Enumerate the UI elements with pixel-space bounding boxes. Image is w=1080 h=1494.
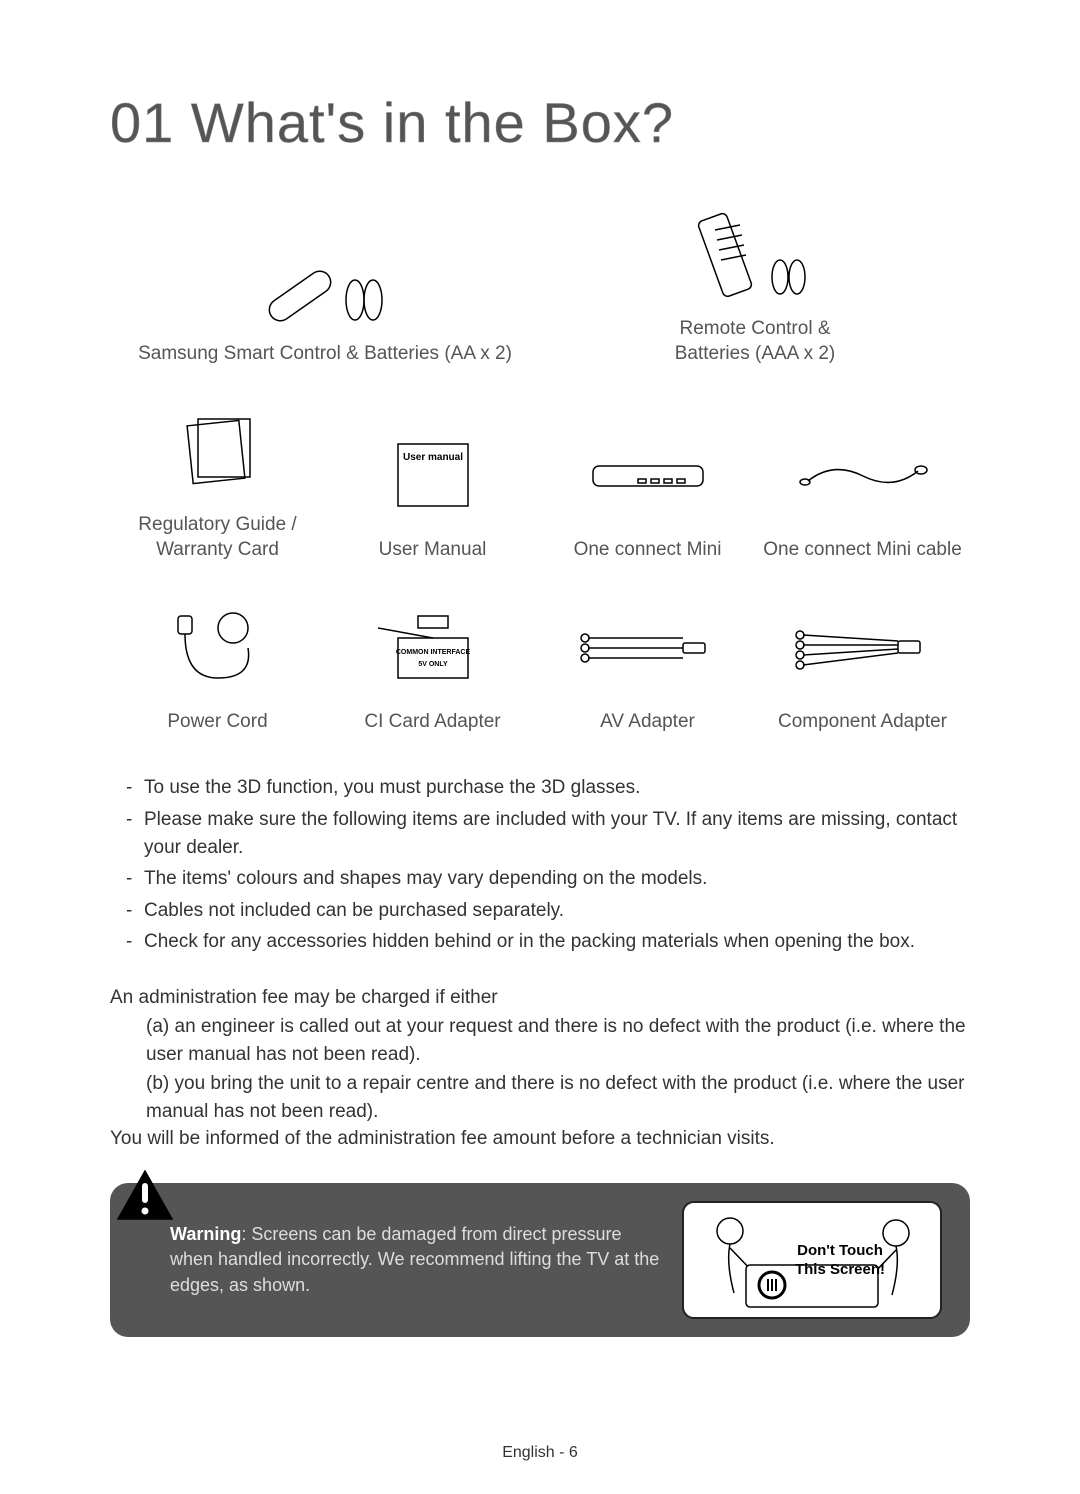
item-label: CI Card Adapter bbox=[364, 710, 500, 735]
note-item: Please make sure the following items are… bbox=[126, 806, 970, 861]
admin-fee-block: An administration fee may be charged if … bbox=[110, 984, 970, 1153]
notes-list: To use the 3D function, you must purchas… bbox=[110, 774, 970, 955]
remote-control-icon bbox=[685, 205, 825, 305]
item-one-connect-mini: One connect Mini bbox=[540, 426, 755, 563]
item-component-adapter: Component Adapter bbox=[755, 598, 970, 735]
item-power-cord: Power Cord bbox=[110, 598, 325, 735]
component-adapter-icon bbox=[788, 598, 938, 698]
warning-body: : Screens can be damaged from direct pre… bbox=[170, 1224, 659, 1294]
item-regulatory-guide: Regulatory Guide / Warranty Card bbox=[110, 401, 325, 562]
page-title: 01 What's in the Box? bbox=[110, 90, 970, 155]
power-cord-icon bbox=[163, 598, 273, 698]
cable-icon bbox=[793, 426, 933, 526]
document-icon bbox=[168, 401, 268, 501]
av-adapter-icon bbox=[573, 598, 723, 698]
item-label: User Manual bbox=[379, 538, 487, 563]
item-av-adapter: AV Adapter bbox=[540, 598, 755, 735]
admin-clause-a: (a) an engineer is called out at your re… bbox=[110, 1013, 970, 1068]
warning-text: Warning: Screens can be damaged from dir… bbox=[170, 1222, 682, 1298]
smart-control-icon bbox=[245, 230, 405, 330]
item-one-connect-cable: One connect Mini cable bbox=[755, 426, 970, 563]
items-row-1: Samsung Smart Control & Batteries (AA x … bbox=[110, 205, 970, 366]
admin-intro: An administration fee may be charged if … bbox=[110, 984, 970, 1012]
warning-triangle-icon bbox=[116, 1169, 174, 1226]
note-item: Cables not included can be purchased sep… bbox=[126, 897, 970, 925]
dont-touch-text: Don't Touch This Screen! bbox=[795, 1241, 885, 1280]
note-item: To use the 3D function, you must purchas… bbox=[126, 774, 970, 802]
warning-label: Warning bbox=[170, 1224, 241, 1244]
item-user-manual: User manual User Manual bbox=[325, 426, 540, 563]
warning-box: Warning: Screens can be damaged from dir… bbox=[110, 1183, 970, 1337]
one-connect-mini-icon bbox=[583, 426, 713, 526]
item-label: Power Cord bbox=[167, 710, 267, 735]
admin-outro: You will be informed of the administrati… bbox=[110, 1125, 970, 1153]
user-manual-icon: User manual bbox=[383, 426, 483, 526]
page-footer: English - 6 bbox=[0, 1444, 1080, 1462]
svg-text:COMMON INTERFACE: COMMON INTERFACE bbox=[395, 649, 470, 656]
item-ci-card-adapter: COMMON INTERFACE 5V ONLY CI Card Adapter bbox=[325, 598, 540, 735]
items-row-3: Power Cord COMMON INTERFACE 5V ONLY CI C… bbox=[110, 598, 970, 735]
item-label: One connect Mini cable bbox=[763, 538, 962, 563]
item-label: AV Adapter bbox=[600, 710, 695, 735]
item-label: Remote Control & Batteries (AAA x 2) bbox=[675, 317, 836, 366]
item-smart-control: Samsung Smart Control & Batteries (AA x … bbox=[110, 230, 540, 367]
item-remote-control: Remote Control & Batteries (AAA x 2) bbox=[540, 205, 970, 366]
item-label: One connect Mini bbox=[574, 538, 722, 563]
svg-text:5V ONLY: 5V ONLY bbox=[418, 661, 448, 668]
admin-clause-b: (b) you bring the unit to a repair centr… bbox=[110, 1070, 970, 1125]
ci-card-adapter-icon: COMMON INTERFACE 5V ONLY bbox=[378, 598, 488, 698]
items-row-2: Regulatory Guide / Warranty Card User ma… bbox=[110, 401, 970, 562]
item-label: Samsung Smart Control & Batteries (AA x … bbox=[138, 342, 512, 367]
warning-illustration: Don't Touch This Screen! bbox=[682, 1201, 942, 1319]
item-label: Component Adapter bbox=[778, 710, 947, 735]
user-manual-box-text: User manual bbox=[402, 452, 462, 463]
note-item: Check for any accessories hidden behind … bbox=[126, 928, 970, 956]
note-item: The items' colours and shapes may vary d… bbox=[126, 865, 970, 893]
item-label: Regulatory Guide / Warranty Card bbox=[138, 513, 296, 562]
